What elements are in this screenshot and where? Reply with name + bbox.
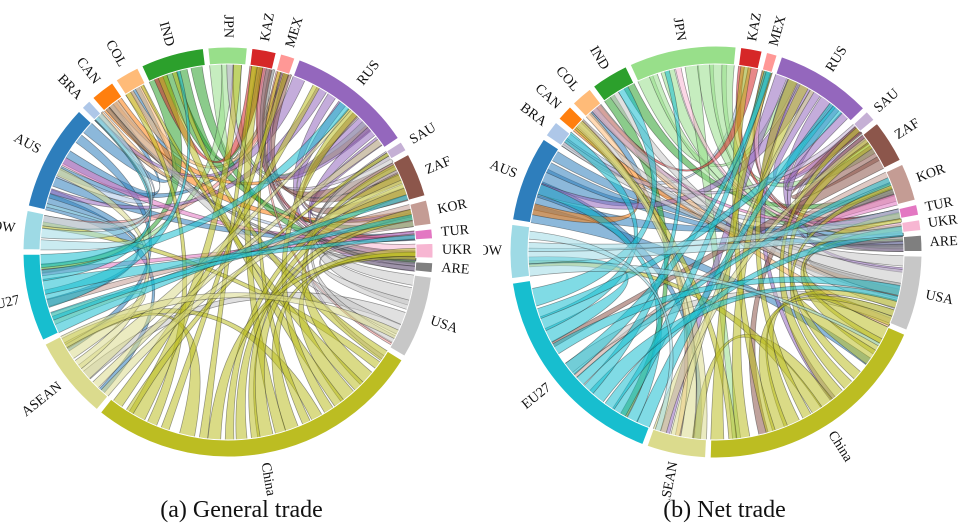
region-label-ind: IND	[586, 44, 612, 73]
arc-are	[414, 261, 434, 274]
region-label-asean: ASEAN	[19, 379, 65, 420]
arc-bra	[81, 100, 102, 121]
region-label-are: ARE	[441, 261, 470, 278]
arc-eu27	[22, 253, 59, 341]
region-label-asean: ASEAN	[658, 460, 682, 500]
region-label-usa: USA	[924, 288, 955, 309]
arc-tur	[414, 228, 434, 241]
region-label-are: ARE	[929, 234, 958, 250]
chord-diagram-net-trade: AUS BRA CAN COL IND JPN KAZ MEX RUS SAU ZAF KOR TUR U…	[483, 0, 966, 530]
region-label-usa: USA	[428, 314, 460, 338]
arc-kor	[409, 199, 432, 228]
region-label-ind: IND	[156, 20, 177, 48]
arc-ind	[141, 47, 206, 83]
region-label-can: CAN	[73, 55, 103, 88]
region-label-col: COL	[102, 38, 129, 70]
arc-aus	[27, 110, 93, 211]
region-label-aus: AUS	[11, 131, 43, 157]
region-label-zaf: ZAF	[423, 154, 453, 178]
ribbons	[39, 63, 417, 441]
arc-asean	[44, 336, 109, 411]
arc-zaf	[392, 153, 426, 201]
arc-can	[92, 82, 123, 112]
region-label-china: China	[825, 429, 856, 466]
region-label-zaf: ZAF	[892, 116, 923, 143]
arc-china	[709, 326, 906, 459]
chord-diagram-general-trade: AUS BRA CAN COL IND JPN KAZ MEX RUS SAU ZAF KOR TUR U…	[0, 12, 472, 523]
region-label-sau: SAU	[871, 86, 902, 116]
region-label-rus: RUS	[355, 58, 384, 89]
arc-aus	[511, 138, 560, 224]
arc-usa	[889, 255, 923, 331]
region-label-kor: KOR	[915, 161, 949, 185]
region-label-jpn: JPN	[670, 17, 689, 43]
region-label-china: China	[258, 462, 279, 498]
arc-ukr	[415, 242, 434, 259]
region-label-bra: BRA	[517, 101, 550, 131]
arc-ukr	[901, 219, 922, 233]
arc-col	[572, 88, 602, 118]
region-label-eu27: EU27	[0, 293, 21, 315]
region-label-rus: RUS	[823, 44, 850, 75]
arc-zaf	[862, 122, 902, 169]
region-label-ukr: UKR	[927, 212, 959, 231]
region-label-kaz: KAZ	[258, 12, 278, 43]
arc-row	[22, 209, 45, 251]
arc-col	[115, 67, 146, 96]
region-label-row: ROW	[483, 244, 503, 259]
arc-usa	[389, 274, 432, 357]
arc-are	[902, 234, 923, 252]
arc-kaz	[738, 46, 763, 70]
arc-row	[509, 223, 531, 280]
arc-bra	[545, 121, 571, 147]
arc-rus	[775, 56, 865, 122]
arc-kor	[885, 163, 916, 206]
caption-general-trade: (a) General trade	[160, 497, 323, 523]
arc-sau	[385, 141, 407, 160]
region-label-sau: SAU	[407, 120, 439, 147]
arc-jpn	[629, 45, 737, 82]
arc-sau	[852, 110, 875, 133]
region-label-tur: TUR	[924, 195, 955, 216]
arc-can	[558, 106, 584, 132]
arc-eu27	[511, 279, 650, 446]
region-label-bra: BRA	[54, 72, 85, 104]
region-label-aus: AUS	[488, 158, 520, 182]
arc-mex	[275, 53, 296, 75]
region-label-kor: KOR	[436, 197, 469, 218]
arc-china	[99, 350, 403, 458]
ribbons	[527, 63, 905, 441]
arc-mex	[761, 51, 778, 74]
arc-ind	[592, 66, 635, 102]
arc-jpn	[207, 46, 248, 66]
region-label-col: COL	[552, 64, 582, 95]
region-label-mex: MEX	[283, 15, 306, 49]
region-label-mex: MEX	[767, 14, 790, 48]
region-label-eu27: EU27	[519, 380, 554, 412]
arc-tur	[898, 203, 920, 219]
region-label-kaz: KAZ	[745, 12, 765, 43]
region-label-ukr: UKR	[442, 243, 472, 258]
arc-asean	[646, 428, 707, 459]
region-label-jpn: JPN	[220, 15, 235, 38]
region-label-row: ROW	[0, 218, 17, 237]
arc-kaz	[249, 47, 277, 70]
region-label-tur: TUR	[440, 223, 470, 240]
arc-rus	[292, 59, 400, 149]
caption-net-trade: (b) Net trade	[663, 497, 786, 523]
